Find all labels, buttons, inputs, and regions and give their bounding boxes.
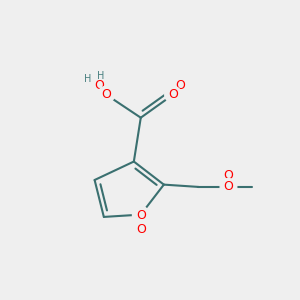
Text: O: O xyxy=(136,223,146,236)
Circle shape xyxy=(98,86,115,103)
Text: H: H xyxy=(84,74,92,85)
Text: O: O xyxy=(224,169,233,182)
Text: O: O xyxy=(136,209,146,222)
Circle shape xyxy=(220,178,237,195)
Text: H: H xyxy=(97,71,104,81)
Text: O: O xyxy=(101,88,111,101)
Text: O: O xyxy=(94,79,104,92)
Circle shape xyxy=(133,206,149,223)
Text: O: O xyxy=(168,88,178,101)
Text: O: O xyxy=(224,180,233,194)
Text: O: O xyxy=(176,79,185,92)
Circle shape xyxy=(165,86,182,103)
